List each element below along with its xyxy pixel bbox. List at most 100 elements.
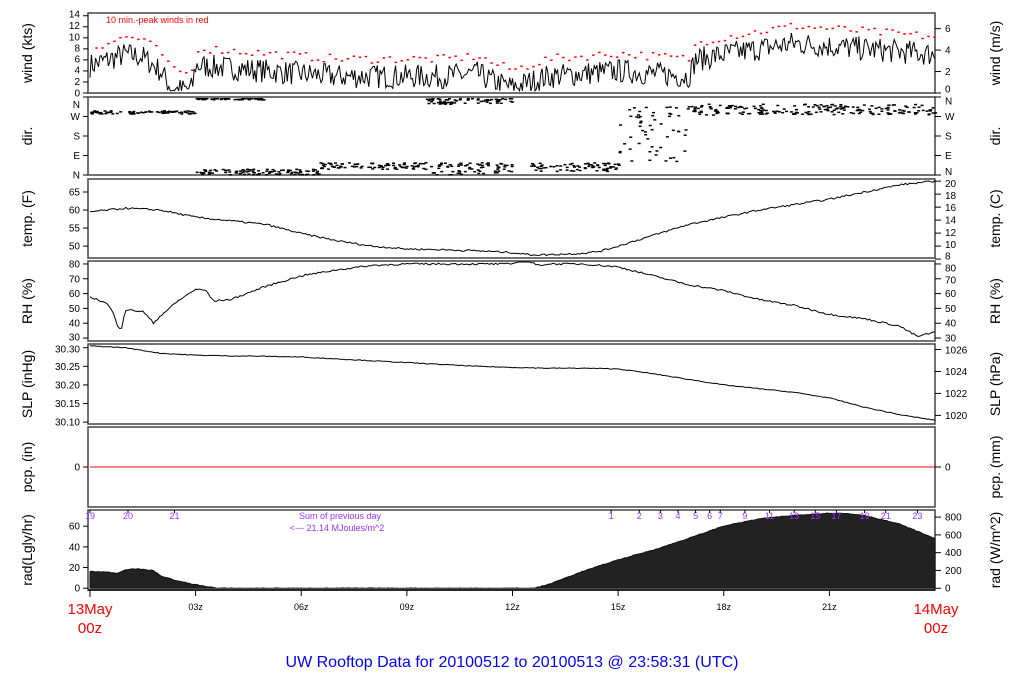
peak-wind-mark <box>502 62 505 64</box>
direction-point <box>189 110 193 113</box>
direction-point <box>782 108 786 110</box>
right-tick-label: 600 <box>945 530 962 541</box>
direction-point <box>132 110 136 113</box>
direction-point <box>225 98 229 100</box>
direction-point <box>707 103 711 106</box>
direction-point <box>591 165 595 167</box>
direction-point <box>203 169 207 172</box>
direction-point <box>741 111 745 113</box>
direction-point <box>427 99 431 102</box>
left-tick-label: 30.25 <box>55 362 80 373</box>
direction-point <box>189 113 193 115</box>
peak-wind-mark <box>490 62 493 64</box>
direction-point <box>907 111 911 113</box>
peak-wind-mark <box>119 36 122 39</box>
direction-point <box>738 105 742 108</box>
direction-point <box>160 110 164 113</box>
direction-point <box>912 106 916 109</box>
direction-point <box>307 170 311 173</box>
direction-point <box>427 102 431 105</box>
peak-wind-mark <box>783 25 787 27</box>
direction-point <box>570 162 574 165</box>
direction-point <box>704 114 708 116</box>
direction-point <box>510 165 514 168</box>
direction-point <box>832 113 836 116</box>
peak-wind-mark <box>921 37 924 40</box>
direction-point <box>496 168 500 170</box>
direction-point <box>868 108 872 111</box>
direction-point <box>440 170 444 173</box>
peak-wind-mark <box>232 48 236 51</box>
direction-point <box>449 174 453 176</box>
left-tick-label: 0 <box>74 584 80 595</box>
direction-point <box>215 170 219 172</box>
left-tick-label: 65 <box>69 188 81 199</box>
direction-point <box>503 166 507 168</box>
peak-wind-mark <box>897 31 900 33</box>
direction-point <box>534 169 538 171</box>
direction-point <box>214 98 218 100</box>
direction-point <box>359 167 363 169</box>
direction-point <box>578 166 582 168</box>
direction-point <box>129 113 133 115</box>
direction-point <box>425 98 429 101</box>
direction-point <box>288 169 292 172</box>
direction-point <box>758 113 762 115</box>
peak-wind-mark <box>185 71 188 74</box>
direction-point <box>814 111 818 114</box>
peak-wind-mark <box>616 56 619 58</box>
direction-point <box>888 112 892 115</box>
peak-wind-mark <box>879 33 882 36</box>
direction-point <box>294 171 298 174</box>
direction-point <box>508 98 512 100</box>
direction-point <box>651 114 655 117</box>
direction-point <box>819 104 823 106</box>
direction-point <box>463 102 467 104</box>
direction-point <box>431 172 435 174</box>
direction-point <box>413 165 417 168</box>
direction-point <box>699 111 703 114</box>
direction-point <box>693 110 697 113</box>
direction-point <box>202 172 206 174</box>
peak-wind-mark <box>777 25 781 28</box>
peak-wind-mark <box>831 27 834 30</box>
peak-wind-mark <box>466 53 469 55</box>
radiation-area <box>89 512 936 589</box>
direction-point <box>602 162 606 165</box>
direction-point <box>442 100 446 103</box>
direction-point <box>757 112 761 114</box>
direction-point <box>664 160 668 162</box>
direction-point <box>675 160 679 163</box>
panel-slp: 30.10 30.15 30.20 30.25 30.30 1020 1022 1024 102… <box>19 343 1003 429</box>
direction-point <box>611 166 615 168</box>
peak-wind-mark <box>334 58 338 60</box>
direction-point <box>234 172 238 174</box>
peak-wind-mark <box>448 56 451 59</box>
direction-point <box>668 157 672 159</box>
direction-point <box>648 124 652 127</box>
direction-point <box>559 165 563 167</box>
direction-point <box>286 171 290 174</box>
direction-point <box>239 170 243 172</box>
direction-point <box>760 107 764 110</box>
direction-point <box>593 162 597 164</box>
direction-point <box>183 110 187 113</box>
direction-point <box>653 119 657 121</box>
direction-point <box>464 164 468 167</box>
peak-wind-mark <box>382 57 386 59</box>
peak-wind-mark <box>310 59 314 62</box>
direction-point <box>393 167 397 170</box>
peak-wind-mark <box>592 54 595 56</box>
direction-point <box>239 172 243 174</box>
direction-point <box>615 167 619 169</box>
direction-point <box>261 171 265 174</box>
direction-point <box>301 174 305 176</box>
left-tick-label: 14 <box>69 9 81 20</box>
direction-point <box>371 168 375 170</box>
direction-point <box>502 168 506 171</box>
peak-wind-mark <box>795 27 799 30</box>
peak-wind-mark <box>472 58 475 61</box>
direction-point <box>583 167 587 169</box>
direction-point <box>267 172 271 175</box>
right-tick-label: S <box>945 132 952 143</box>
